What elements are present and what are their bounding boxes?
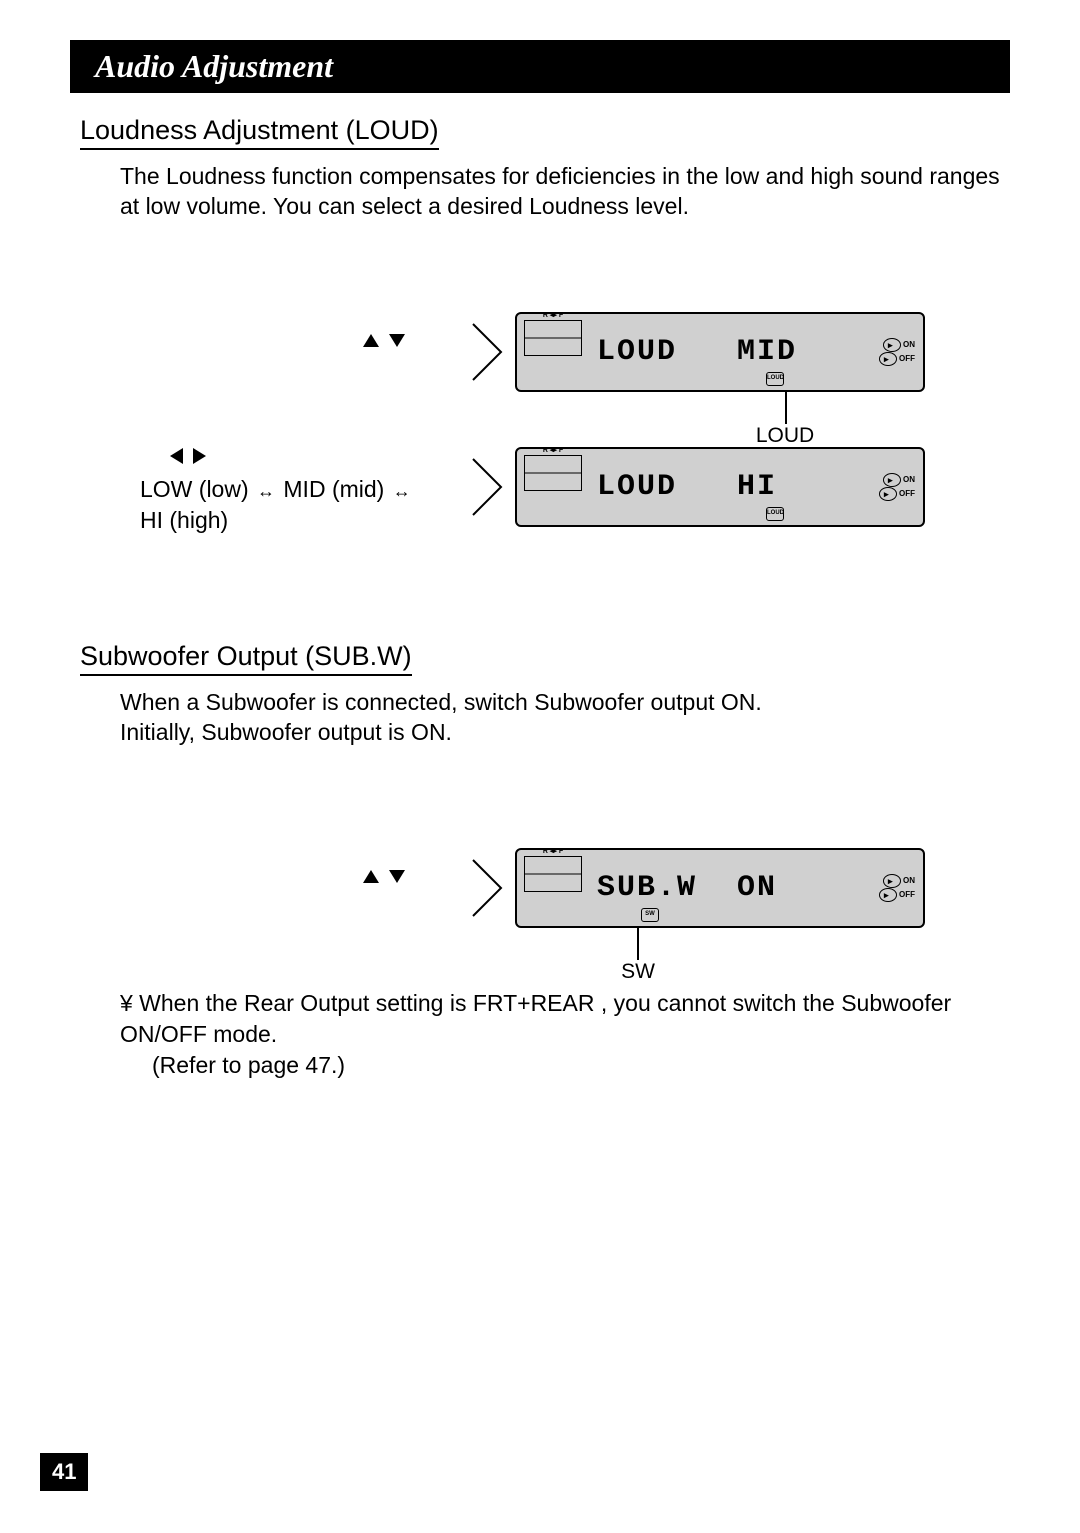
page-title: Audio Adjustment — [70, 40, 1010, 93]
leftright-arrows-icon — [170, 447, 460, 470]
callout-loud: LOUD — [755, 424, 815, 448]
section1-heading: Loudness Adjustment (LOUD) — [80, 115, 439, 150]
callout-line — [785, 392, 787, 424]
on-off-icon: ON OFF — [851, 314, 923, 390]
callout-line — [637, 928, 639, 960]
on-off-icon: ON OFF — [851, 850, 923, 926]
note: ¥ When the Rear Output setting is FRT+RE… — [120, 988, 1010, 1081]
row-loud-hi: LOW (low) ↔ MID (mid) ↔ HI (high) R ◂▸ F… — [120, 447, 1010, 536]
loud-indicator-icon: LOUD — [766, 372, 784, 386]
display-text: LOUD MID — [589, 335, 851, 369]
loud-indicator-icon: LOUD — [766, 507, 784, 521]
pointer-icon — [460, 447, 515, 517]
on-off-icon: ON OFF — [851, 449, 923, 525]
sequence-text: LOW (low) ↔ MID (mid) ↔ HI (high) — [140, 474, 460, 536]
pointer-icon — [460, 312, 515, 382]
lcd-display-subw: R ◂▸ F SUB.W ON ON OFF SW — [515, 848, 925, 928]
page-number: 41 — [40, 1453, 88, 1491]
updown-arrows-icon — [120, 330, 460, 353]
updown-arrows-icon — [120, 866, 460, 889]
display-text: LOUD HI — [589, 470, 851, 504]
balance-indicator-icon: R ◂▸ F — [517, 850, 589, 926]
section2-heading: Subwoofer Output (SUB.W) — [80, 641, 412, 676]
lcd-display-loud-mid: R ◂▸ F LOUD MID ON OFF LOUD — [515, 312, 925, 392]
callout-sw: SW — [615, 960, 661, 984]
row-loud-mid: R ◂▸ F LOUD MID ON OFF LOUD — [120, 312, 1010, 392]
row-subw: R ◂▸ F SUB.W ON ON OFF SW — [120, 848, 1010, 928]
lcd-display-loud-hi: R ◂▸ F LOUD HI ON OFF LOUD — [515, 447, 925, 527]
balance-indicator-icon: R ◂▸ F — [517, 449, 589, 525]
sw-indicator-icon: SW — [641, 908, 659, 922]
section1-body: The Loudness function compensates for de… — [120, 162, 1000, 222]
balance-indicator-icon: R ◂▸ F — [517, 314, 589, 390]
section2-body: When a Subwoofer is connected, switch Su… — [120, 688, 1000, 748]
display-text: SUB.W ON — [589, 871, 851, 905]
pointer-icon — [460, 848, 515, 918]
